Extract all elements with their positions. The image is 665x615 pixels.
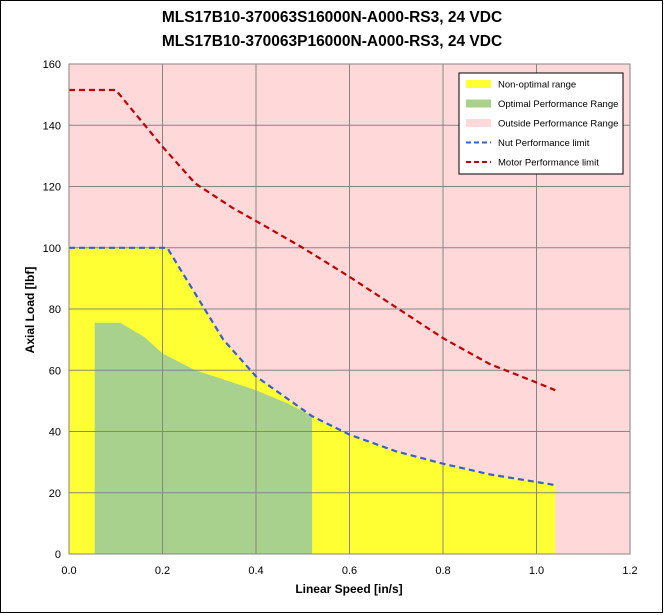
x-tick-label: 0.8: [435, 565, 450, 577]
legend-label-outside-performance-range: Outside Performance Range: [498, 119, 618, 130]
area-optimal-performance-range: [94, 322, 313, 554]
y-tick-label: 20: [49, 488, 61, 500]
x-tick-label: 1.0: [529, 565, 544, 577]
x-tick-label: 0.2: [155, 565, 170, 577]
y-tick-labels: 0 20 40 60 80 100 120 140 160: [43, 59, 61, 561]
area-layer: [69, 247, 556, 555]
legend-label-non-optimal-range: Non-optimal range: [498, 80, 576, 91]
legend-swatch-optimal-performance-range: [466, 99, 491, 108]
legend-label-nut-performance-limit: Nut Performance limit: [498, 138, 590, 149]
legend-swatch-outside-performance-range: [466, 119, 491, 127]
legend-label-optimal-performance-range: Optimal Performance Range: [498, 99, 618, 110]
line-layer: [69, 88, 556, 487]
x-tick-label: 0.6: [342, 565, 357, 577]
x-axis-title: Linear Speed [in/s]: [295, 582, 402, 596]
y-tick-label: 140: [43, 120, 61, 132]
y-tick-label: 80: [49, 304, 61, 316]
y-tick-label: 40: [49, 427, 61, 439]
chart-title: MLS17B10-370063S16000N-A000-RS3, 24 VDC: [162, 9, 502, 26]
legend-swatch-non-optimal-range: [466, 80, 491, 88]
legend: Non-optimal range Optimal Performance Ran…: [458, 72, 624, 175]
y-tick-label: 120: [43, 182, 61, 194]
y-axis-title: Axial Load [lbf]: [23, 267, 37, 354]
y-tick-label: 160: [43, 59, 61, 71]
x-tick-label: 0.0: [61, 565, 76, 577]
plot-border: [68, 63, 631, 555]
y-tick-label: 100: [43, 243, 61, 255]
x-tick-label: 1.2: [622, 565, 637, 577]
chart-subtitle: MLS17B10-370063P16000N-A000-RS3, 24 VDC: [162, 33, 502, 50]
line-nut-performance-limit: [69, 246, 556, 487]
line-motor-performance-limit: [69, 88, 556, 392]
x-tick-label: 0.4: [248, 565, 263, 577]
legend-label-motor-performance-limit: Motor Performance limit: [498, 158, 599, 169]
y-tick-label: 0: [55, 549, 61, 561]
y-tick-label: 60: [49, 365, 61, 377]
x-tick-labels: 0.0 0.2 0.4 0.6 0.8 1.0 1.2: [61, 565, 637, 577]
